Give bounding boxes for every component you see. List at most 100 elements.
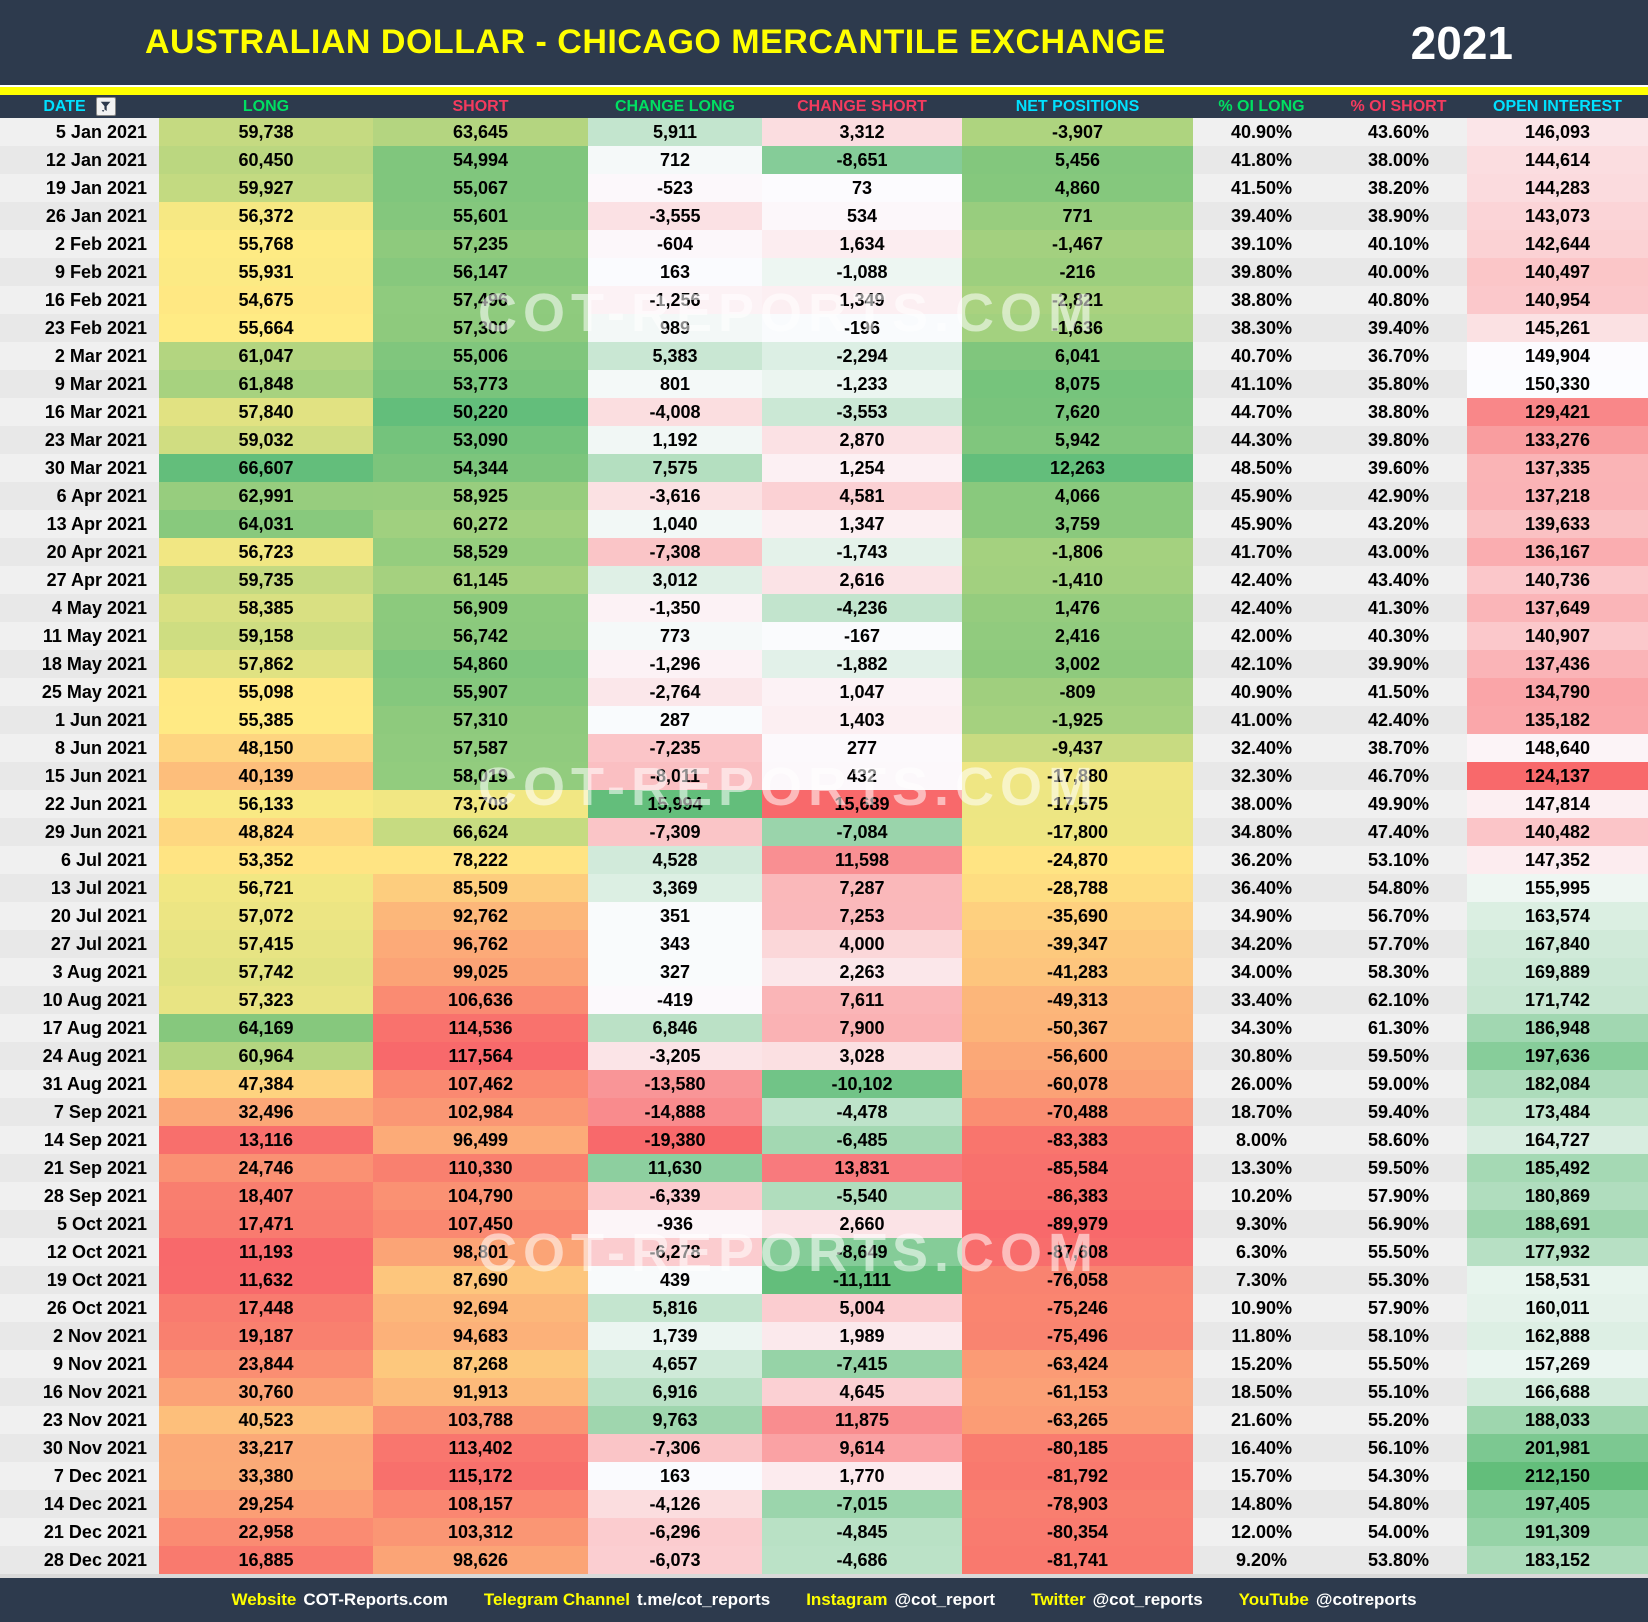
cell-net_positions: -1,467 xyxy=(962,230,1193,258)
cell-short: 99,025 xyxy=(373,958,588,986)
cell-long: 23,844 xyxy=(159,1350,373,1378)
cell-date: 30 Nov 2021 xyxy=(0,1434,159,1462)
table-row: 10 Aug 2021 57,323 106,636 -419 7,611 -49,313… xyxy=(0,986,1648,1014)
cell-pct_oi_long: 34.20% xyxy=(1193,930,1330,958)
cell-pct_oi_long: 34.80% xyxy=(1193,818,1330,846)
cell-change_long: 773 xyxy=(588,622,762,650)
cell-change_long: 1,739 xyxy=(588,1322,762,1350)
cell-pct_oi_long: 42.40% xyxy=(1193,566,1330,594)
cell-date: 7 Dec 2021 xyxy=(0,1462,159,1490)
cell-net_positions: -17,800 xyxy=(962,818,1193,846)
footer-website-value[interactable]: COT-Reports.com xyxy=(303,1590,448,1609)
cell-short: 117,564 xyxy=(373,1042,588,1070)
cell-open_interest: 212,150 xyxy=(1467,1462,1648,1490)
cell-short: 103,312 xyxy=(373,1518,588,1546)
cell-open_interest: 160,011 xyxy=(1467,1294,1648,1322)
table-row: 26 Oct 2021 17,448 92,694 5,816 5,004 -75,246… xyxy=(0,1294,1648,1322)
cell-pct_oi_short: 43.00% xyxy=(1330,538,1467,566)
table-row: 19 Oct 2021 11,632 87,690 439 -11,111 -76,058… xyxy=(0,1266,1648,1294)
cell-net_positions: 4,860 xyxy=(962,174,1193,202)
cell-change_short: 5,004 xyxy=(762,1294,962,1322)
cell-pct_oi_long: 18.50% xyxy=(1193,1378,1330,1406)
cell-change_short: 432 xyxy=(762,762,962,790)
cell-short: 61,145 xyxy=(373,566,588,594)
table-row: 9 Mar 2021 61,848 53,773 801 -1,233 8,075 41.1… xyxy=(0,370,1648,398)
cell-long: 57,840 xyxy=(159,398,373,426)
cell-pct_oi_long: 6.30% xyxy=(1193,1238,1330,1266)
cell-change_long: -8,011 xyxy=(588,762,762,790)
cell-open_interest: 182,084 xyxy=(1467,1070,1648,1098)
footer-twitter-value[interactable]: @cot_reports xyxy=(1092,1590,1203,1609)
cell-change_short: 73 xyxy=(762,174,962,202)
footer-telegram-value[interactable]: t.me/cot_reports xyxy=(636,1590,771,1609)
cell-change_short: 9,614 xyxy=(762,1434,962,1462)
cell-pct_oi_long: 32.30% xyxy=(1193,762,1330,790)
cell-net_positions: 4,066 xyxy=(962,482,1193,510)
table-row: 9 Nov 2021 23,844 87,268 4,657 -7,415 -63,424… xyxy=(0,1350,1648,1378)
cell-open_interest: 201,981 xyxy=(1467,1434,1648,1462)
cell-change_long: -6,278 xyxy=(588,1238,762,1266)
cell-change_long: -6,073 xyxy=(588,1546,762,1574)
cell-open_interest: 171,742 xyxy=(1467,986,1648,1014)
footer-website: Website COT-Reports.com xyxy=(231,1590,447,1610)
cell-pct_oi_short: 55.30% xyxy=(1330,1266,1467,1294)
cell-pct_oi_short: 41.30% xyxy=(1330,594,1467,622)
cell-net_positions: -24,870 xyxy=(962,846,1193,874)
cell-net_positions: -80,354 xyxy=(962,1518,1193,1546)
cell-pct_oi_long: 41.10% xyxy=(1193,370,1330,398)
autofilter-funnel-icon[interactable] xyxy=(95,97,116,116)
cell-date: 27 Jul 2021 xyxy=(0,930,159,958)
cell-long: 17,448 xyxy=(159,1294,373,1322)
cell-pct_oi_long: 42.00% xyxy=(1193,622,1330,650)
cell-change_short: 1,347 xyxy=(762,510,962,538)
cell-long: 56,372 xyxy=(159,202,373,230)
table-row: 1 Jun 2021 55,385 57,310 287 1,403 -1,925 41.0… xyxy=(0,706,1648,734)
cell-long: 59,738 xyxy=(159,118,373,146)
cell-net_positions: 2,416 xyxy=(962,622,1193,650)
cell-pct_oi_long: 16.40% xyxy=(1193,1434,1330,1462)
cell-net_positions: -63,265 xyxy=(962,1406,1193,1434)
cell-date: 22 Jun 2021 xyxy=(0,790,159,818)
cell-long: 61,047 xyxy=(159,342,373,370)
cell-open_interest: 143,073 xyxy=(1467,202,1648,230)
report-year: 2021 xyxy=(1410,16,1513,69)
cell-change_long: -6,296 xyxy=(588,1518,762,1546)
cell-pct_oi_short: 54.30% xyxy=(1330,1462,1467,1490)
cell-open_interest: 145,261 xyxy=(1467,314,1648,342)
divider-yellow xyxy=(0,87,1648,95)
cell-short: 50,220 xyxy=(373,398,588,426)
cell-net_positions: -3,907 xyxy=(962,118,1193,146)
table-row: 12 Jan 2021 60,450 54,994 712 -8,651 5,456 41.… xyxy=(0,146,1648,174)
cell-open_interest: 167,840 xyxy=(1467,930,1648,958)
cell-open_interest: 137,436 xyxy=(1467,650,1648,678)
cell-date: 6 Jul 2021 xyxy=(0,846,159,874)
cell-change_long: -523 xyxy=(588,174,762,202)
cell-open_interest: 150,330 xyxy=(1467,370,1648,398)
cell-long: 57,415 xyxy=(159,930,373,958)
cell-pct_oi_short: 47.40% xyxy=(1330,818,1467,846)
cell-date: 2 Mar 2021 xyxy=(0,342,159,370)
cell-date: 13 Apr 2021 xyxy=(0,510,159,538)
footer-youtube-value[interactable]: @cotreports xyxy=(1315,1590,1417,1609)
cell-short: 110,330 xyxy=(373,1154,588,1182)
cell-change_long: -19,380 xyxy=(588,1126,762,1154)
cell-short: 66,624 xyxy=(373,818,588,846)
cell-pct_oi_short: 58.10% xyxy=(1330,1322,1467,1350)
cell-long: 55,385 xyxy=(159,706,373,734)
cell-date: 27 Apr 2021 xyxy=(0,566,159,594)
cell-pct_oi_long: 36.40% xyxy=(1193,874,1330,902)
cell-long: 55,664 xyxy=(159,314,373,342)
cell-pct_oi_short: 40.30% xyxy=(1330,622,1467,650)
cell-short: 115,172 xyxy=(373,1462,588,1490)
footer-instagram-value[interactable]: @cot_report xyxy=(894,1590,996,1609)
cell-pct_oi_long: 41.80% xyxy=(1193,146,1330,174)
cell-change_short: 7,900 xyxy=(762,1014,962,1042)
cell-open_interest: 163,574 xyxy=(1467,902,1648,930)
footer-website-label: Website xyxy=(231,1590,297,1609)
cell-pct_oi_long: 38.30% xyxy=(1193,314,1330,342)
cell-net_positions: -70,488 xyxy=(962,1098,1193,1126)
cell-pct_oi_short: 58.60% xyxy=(1330,1126,1467,1154)
column-header-long: LONG xyxy=(242,98,290,115)
cell-change_short: -1,882 xyxy=(762,650,962,678)
cell-open_interest: 140,497 xyxy=(1467,258,1648,286)
